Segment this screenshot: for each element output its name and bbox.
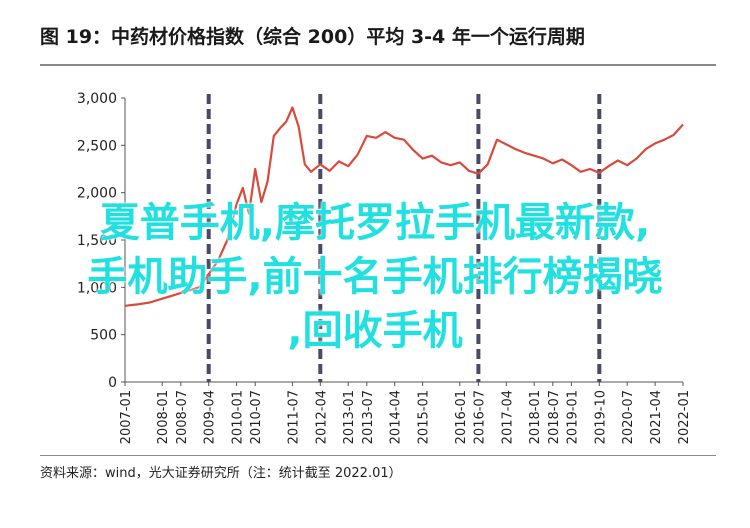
x-tick-label: 2010-01: [231, 390, 246, 444]
cycle-markers: [206, 94, 602, 382]
series-lines: [124, 106, 684, 307]
overlay-text: 夏普手机,摩托罗拉手机最新款, 手机助手,前十名手机排行榜揭晓 ,回收手机: [0, 196, 750, 358]
x-tick-label: 2013-01: [342, 390, 357, 444]
x-tick-label: 2021-04: [649, 390, 664, 444]
x-tick-label: 2011-07: [286, 390, 301, 444]
x-tick-label: 2015-01: [417, 390, 432, 444]
series-line: [124, 106, 684, 307]
x-tick-label: 2019-10: [593, 390, 608, 444]
y-tick-label: 1,500: [77, 233, 117, 249]
x-tick-label: 2018-01: [528, 390, 543, 444]
y-tick-label: 1,000: [77, 280, 117, 296]
x-tick-label: 2008-01: [156, 390, 171, 444]
x-tick-label: 2018-07: [547, 390, 562, 444]
y-tick-label: 3,000: [77, 91, 117, 107]
x-tick-label: 2012-04: [314, 390, 329, 444]
x-tick-label: 2014-04: [389, 390, 404, 444]
axes: [124, 98, 683, 383]
x-tick-label: 2017-04: [500, 390, 515, 444]
title-rule: [40, 64, 716, 66]
footer-rule: [40, 455, 716, 456]
x-tick-label: 2016-07: [472, 390, 487, 444]
x-tick-label: 2008-07: [175, 390, 190, 444]
x-tick-label: 2013-07: [361, 390, 376, 444]
overlay-line-1: 夏普手机,摩托罗拉手机最新款,: [99, 200, 651, 246]
overlay-line-2: 手机助手,前十名手机排行榜揭晓: [87, 254, 663, 300]
overlay-line-3: ,回收手机: [287, 308, 463, 354]
x-tick-label: 2010-07: [249, 390, 264, 444]
x-tick-label: 2022-01: [677, 390, 692, 444]
x-tick-label: 2009-04: [203, 390, 218, 444]
chart-title: 图 19：中药材价格指数（综合 200）平均 3-4 年一个运行周期: [40, 26, 585, 48]
y-tick-labels: 0 500 1,000 1,500 2,000 2,500 3,000: [77, 91, 117, 391]
x-tick-label: 2020-07: [621, 390, 636, 444]
y-tick-label: 2,000: [77, 186, 117, 202]
y-tick-label: 500: [90, 328, 117, 344]
y-tick-label: 2,500: [77, 138, 117, 154]
source-note: 资料来源：wind，光大证券研究所（注：统计截至 2022.01）: [40, 466, 402, 481]
x-tick-label: 2007-01: [119, 390, 134, 444]
x-tick-labels: 2007-01 2008-01 2008-07 2009-04 2010-01 2010-…: [119, 390, 692, 444]
x-tick-label: 2016-01: [454, 390, 469, 444]
x-tick-label: 2019-01: [565, 390, 580, 444]
y-axis-ticks: [121, 97, 684, 386]
y-tick-label: 0: [108, 375, 117, 391]
